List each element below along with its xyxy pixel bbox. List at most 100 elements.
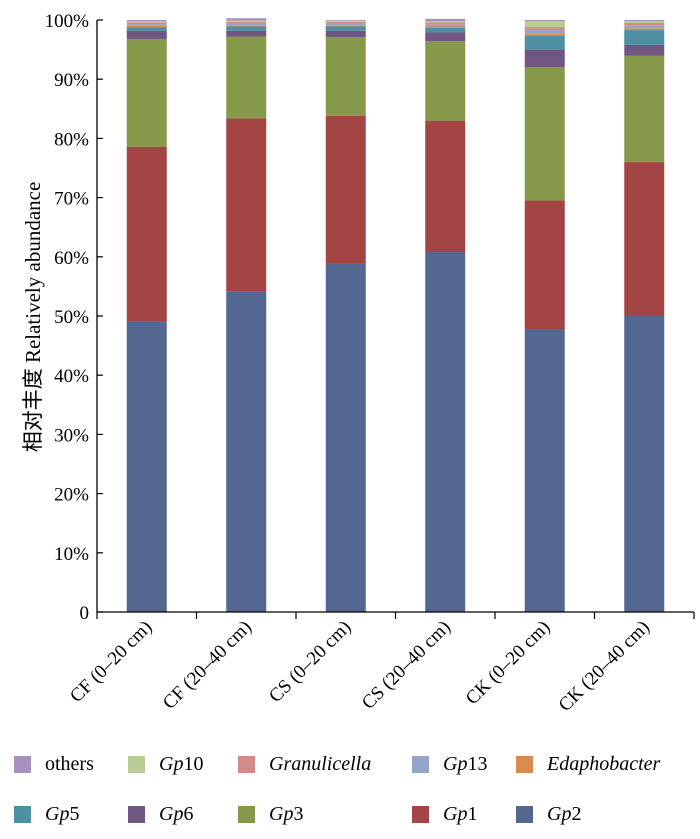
x-tick-label: CS (20–40 cm) [358, 617, 455, 714]
y-tick-label: 50% [54, 307, 89, 328]
bar-segment-gp3-6 [624, 55, 665, 163]
bar-segment-gp6-1 [126, 30, 167, 39]
bar-segment-edaphobacter-4 [425, 26, 466, 28]
legend-item-gp1: Gp1 [412, 802, 477, 826]
legend-label: Granulicella [269, 752, 372, 775]
legend-swatch [128, 755, 145, 773]
legend-swatch [516, 755, 533, 773]
legend-label: Gp10 [159, 752, 204, 775]
bar-segment-gp2-5 [524, 329, 565, 612]
y-tick-label: 20% [54, 485, 89, 506]
legend-item-edaphobacter: Edaphobacter [516, 752, 660, 776]
bar-segment-gp13-3 [325, 23, 366, 26]
bar-segment-granulicella-5 [524, 27, 565, 31]
bar-segment-edaphobacter-2 [226, 25, 267, 27]
y-tick-label: 80% [54, 129, 89, 150]
x-tick-labels: CF (0–20 cm) CF (20–40 cm) CS (0–20 cm) CS … [66, 617, 654, 716]
legend-swatch [516, 805, 533, 823]
bar-segment-gp5-6 [624, 30, 665, 45]
x-tick-label: CK (20–40 cm) [555, 617, 654, 716]
bar-segment-granulicella-1 [126, 22, 167, 25]
legend-swatch [412, 755, 429, 773]
bar-segment-gp3-5 [524, 67, 565, 201]
bar-segment-gp3-4 [425, 41, 466, 121]
bar-segment-gp10-6 [624, 21, 665, 23]
bars-group [126, 18, 665, 612]
bar-segment-gp3-3 [325, 37, 366, 116]
bar-segment-gp5-5 [524, 35, 565, 50]
bar-segment-gp1-1 [126, 146, 167, 322]
bar-segment-gp6-5 [524, 49, 565, 68]
bar-segment-gp6-6 [624, 44, 665, 56]
bar-segment-granulicella-6 [624, 22, 665, 26]
bar-segment-gp1-3 [325, 115, 366, 264]
bar-segment-gp13-1 [126, 24, 167, 26]
bar-segment-gp2-1 [126, 321, 167, 612]
bar-segment-gp3-2 [226, 36, 267, 119]
legend-item-gp2: Gp2 [516, 802, 581, 826]
legend-label: others [45, 752, 94, 775]
x-tick-label: CS (0–20 cm) [265, 617, 355, 707]
x-tick-label: CF (0–20 cm) [66, 617, 156, 707]
legend-item-gp5: Gp5 [14, 802, 79, 826]
bar-segment-gp1-5 [524, 200, 565, 330]
legend-swatch [238, 805, 255, 823]
y-tick-label: 0 [80, 603, 90, 624]
bar-segment-edaphobacter-5 [524, 33, 565, 36]
bar-segment-gp10-1 [126, 21, 167, 23]
y-tick-label: 70% [54, 189, 89, 210]
legend-label: Gp1 [443, 802, 478, 825]
legend-item-granulicella: Granulicella [238, 752, 371, 776]
bar-segment-others-1 [126, 20, 167, 22]
bar-segment-others-5 [524, 20, 565, 22]
bar-segment-edaphobacter-3 [325, 25, 366, 27]
bar-segment-others-2 [226, 18, 267, 21]
bar-segment-gp1-4 [425, 120, 466, 253]
x-tick-label: CK (0–20 cm) [462, 617, 554, 709]
legend-label: Gp5 [45, 802, 80, 825]
bar-segment-gp5-2 [226, 26, 267, 31]
bar-segment-gp13-2 [226, 23, 267, 26]
y-tick-labels: 0 10% 20% 30% 40% 50% 60% 70% 80% 90% 100% [45, 11, 90, 624]
stacked-bar-chart: 相对丰度 Relatively abundance 0 10% 20% 30% 40% 5… [21, 11, 695, 716]
legend-label: Edaphobacter [547, 752, 661, 775]
y-tick-label: 100% [45, 11, 90, 32]
bar-segment-gp10-2 [226, 20, 267, 22]
bar-segment-gp10-3 [325, 20, 366, 22]
legend-item-gp3: Gp3 [238, 802, 303, 826]
bar-segment-gp5-1 [126, 27, 167, 31]
bar-segment-granulicella-4 [425, 22, 466, 25]
bar-segment-gp10-5 [524, 21, 565, 28]
bar-segment-granulicella-2 [226, 21, 267, 24]
legend-item-others: others [14, 752, 94, 776]
bar-segment-gp5-3 [325, 26, 366, 31]
bar-segment-gp6-2 [226, 30, 267, 37]
legend-swatch [14, 755, 31, 773]
bar-segment-gp2-6 [624, 316, 665, 612]
legend-item-gp10: Gp10 [128, 752, 203, 776]
legend-label: Gp6 [159, 802, 194, 825]
y-tick-label: 90% [54, 70, 89, 91]
axes-group [96, 19, 695, 619]
x-tick-label: CF (20–40 cm) [159, 617, 256, 714]
legend-item-gp13: Gp13 [412, 752, 487, 776]
y-tick-label: 60% [54, 248, 89, 269]
bar-segment-gp13-6 [624, 25, 665, 29]
y-axis-label: 相对丰度 Relatively abundance [21, 182, 45, 453]
bar-segment-gp2-2 [226, 291, 267, 612]
y-tick-label: 30% [54, 425, 89, 446]
bar-segment-gp2-4 [425, 252, 466, 612]
legend-swatch [238, 755, 255, 773]
bar-segment-gp3-1 [126, 38, 167, 147]
y-tick-label: 10% [54, 544, 89, 565]
legend-swatch [14, 805, 31, 823]
bar-segment-others-6 [624, 20, 665, 22]
legend-swatch [128, 805, 145, 823]
legend-label: Gp13 [443, 752, 488, 775]
bar-segment-gp5-4 [425, 27, 466, 33]
legend-label: Gp3 [269, 802, 304, 825]
bar-segment-edaphobacter-1 [126, 25, 167, 28]
legend-item-gp6: Gp6 [128, 802, 193, 826]
legend-label: Gp2 [547, 802, 582, 825]
bar-segment-gp6-3 [325, 30, 366, 38]
